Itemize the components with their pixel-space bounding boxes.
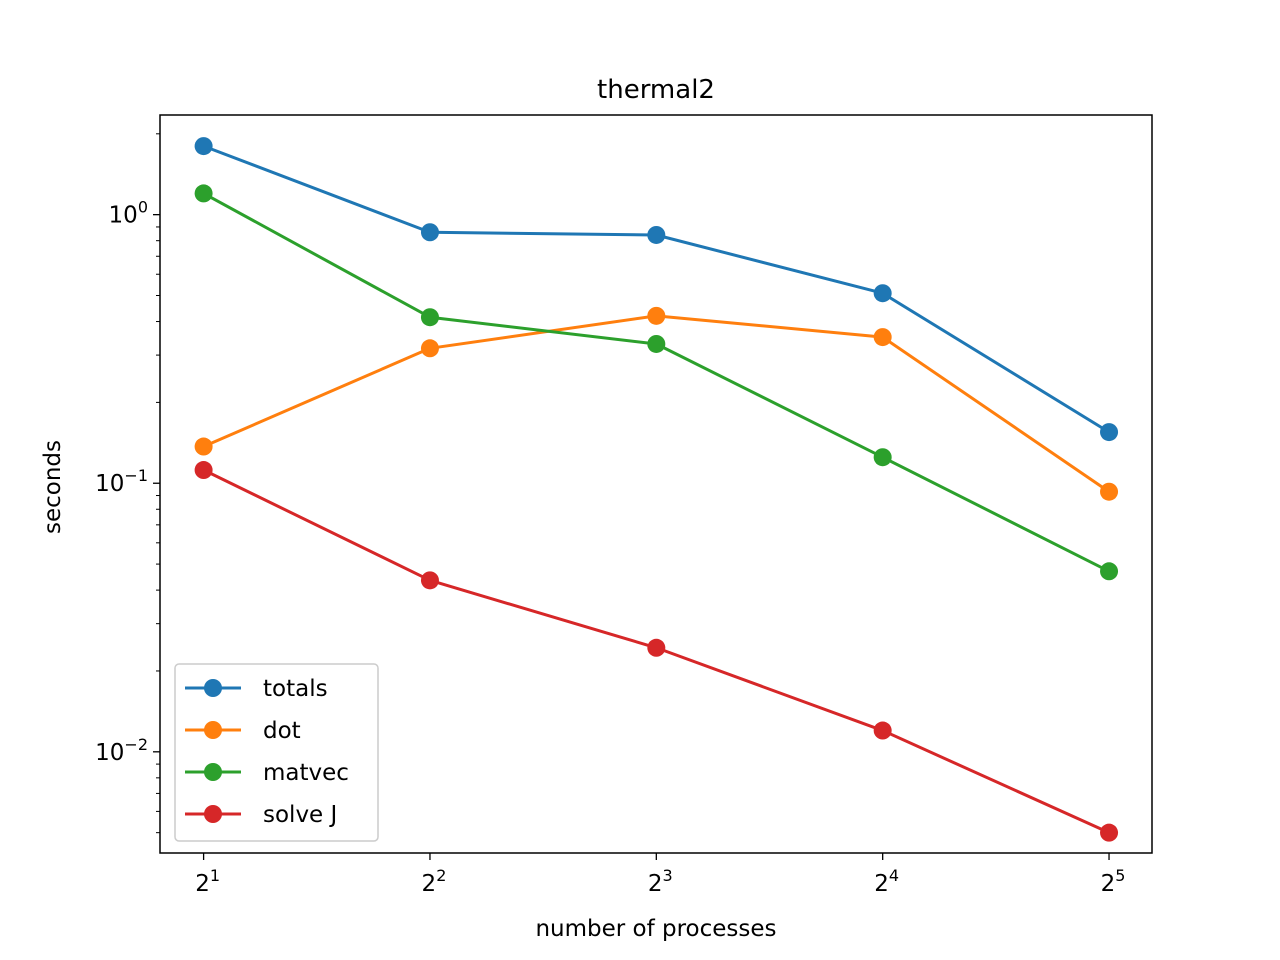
data-point xyxy=(873,284,892,303)
x-tick-label: 24 xyxy=(874,866,899,897)
plot-frame xyxy=(159,114,1153,854)
legend-marker xyxy=(204,805,222,823)
x-tick-label: 25 xyxy=(1101,866,1126,897)
legend-box xyxy=(174,663,379,842)
x-tick-label: 21 xyxy=(195,866,220,897)
data-point xyxy=(194,137,213,156)
data-point xyxy=(420,223,439,242)
y-tick-label: 10−1 xyxy=(95,466,148,497)
data-point xyxy=(194,437,213,456)
y-tick-label: 10−2 xyxy=(95,735,148,766)
data-point xyxy=(420,308,439,327)
legend: totals dot matvec solve J xyxy=(174,663,379,842)
data-point xyxy=(647,306,666,325)
y-axis-label: seconds xyxy=(40,440,66,534)
data-point xyxy=(1100,482,1119,501)
y-tick-label: 100 xyxy=(109,198,148,229)
data-point xyxy=(1100,823,1119,842)
x-tick-label: 22 xyxy=(422,866,447,897)
plot-area: 100 10−1 10−2 21 22 23 24 25 xyxy=(95,114,1153,897)
data-point xyxy=(873,328,892,347)
x-axis-label: number of processes xyxy=(535,916,776,942)
legend-label: dot xyxy=(263,718,301,744)
data-point xyxy=(873,448,892,467)
legend-label: solve J xyxy=(263,802,337,828)
legend-marker xyxy=(204,721,222,739)
data-point xyxy=(420,339,439,358)
data-point xyxy=(647,225,666,244)
data-point xyxy=(873,721,892,740)
x-tick-label: 23 xyxy=(648,866,673,897)
data-point xyxy=(420,571,439,590)
legend-marker xyxy=(204,763,222,781)
data-point xyxy=(1100,423,1119,442)
legend-marker xyxy=(204,679,222,697)
data-point xyxy=(1100,562,1119,581)
data-point xyxy=(194,461,213,480)
chart-title: thermal2 xyxy=(597,75,715,105)
legend-label: totals xyxy=(263,676,328,702)
legend-label: matvec xyxy=(263,760,349,786)
data-point xyxy=(647,638,666,657)
data-point xyxy=(194,184,213,203)
data-point xyxy=(647,334,666,353)
